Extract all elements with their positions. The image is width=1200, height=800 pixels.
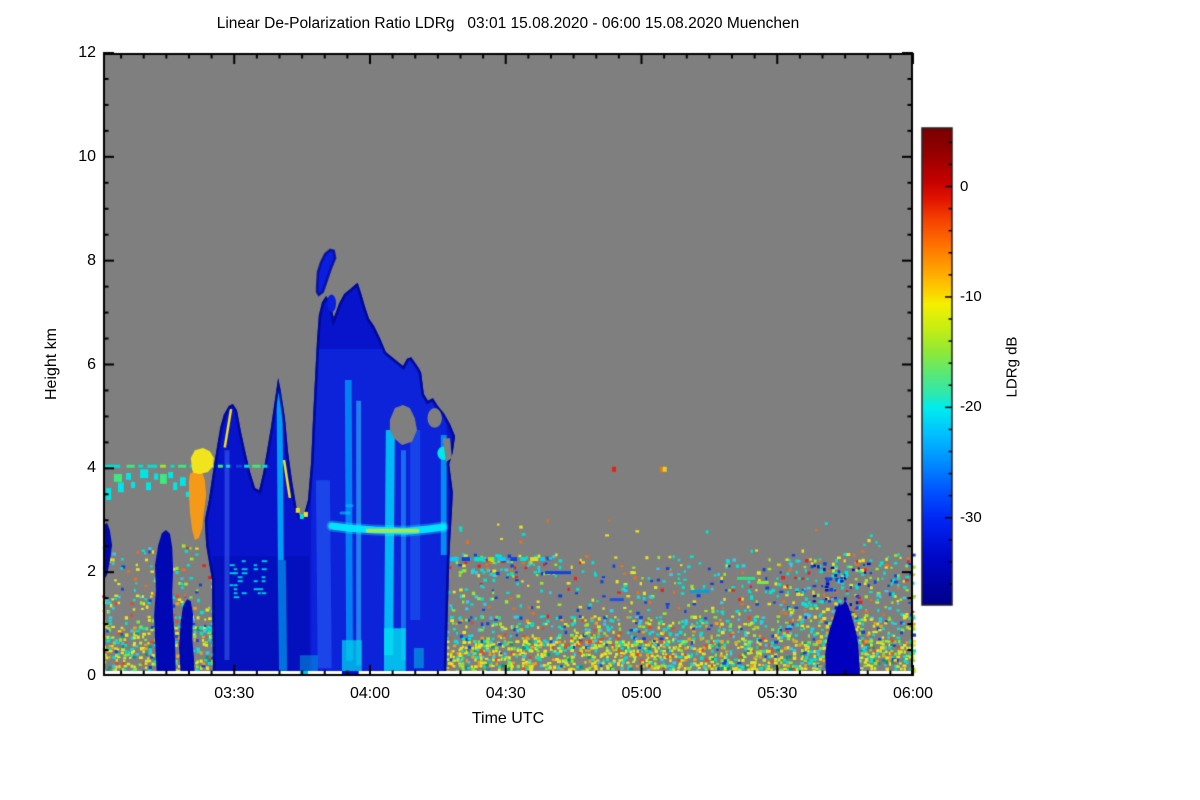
x-tick-label: 05:30 [757,685,798,702]
colorbar-tick-label: -10 [960,287,982,305]
chart-title: Linear De-Polarization Ratio LDRg 03:01 … [216,15,800,32]
y-tick-label: 2 [87,563,96,581]
y-tick-label: 6 [87,355,96,373]
x-tick-label: 03:30 [214,685,255,702]
x-tick-label: 06:00 [892,685,934,702]
colorbar-label: LDRg dB [1003,336,1021,398]
y-tick-label: 4 [87,459,96,477]
colorbar-tick-label: -20 [960,398,982,416]
y-tick-label: 0 [87,667,96,684]
x-tick-label: 04:00 [349,685,390,702]
x-tick-label: 05:00 [621,685,662,702]
x-tick-label: 04:30 [485,685,526,702]
y-tick-label: 10 [78,147,96,165]
y-tick-label: 12 [78,44,96,61]
colorbar-tick-label: -30 [960,508,982,526]
colorbar-tick-label: 0 [960,177,969,195]
x-axis-label: Time UTC [471,710,545,727]
y-tick-label: 8 [87,251,96,269]
